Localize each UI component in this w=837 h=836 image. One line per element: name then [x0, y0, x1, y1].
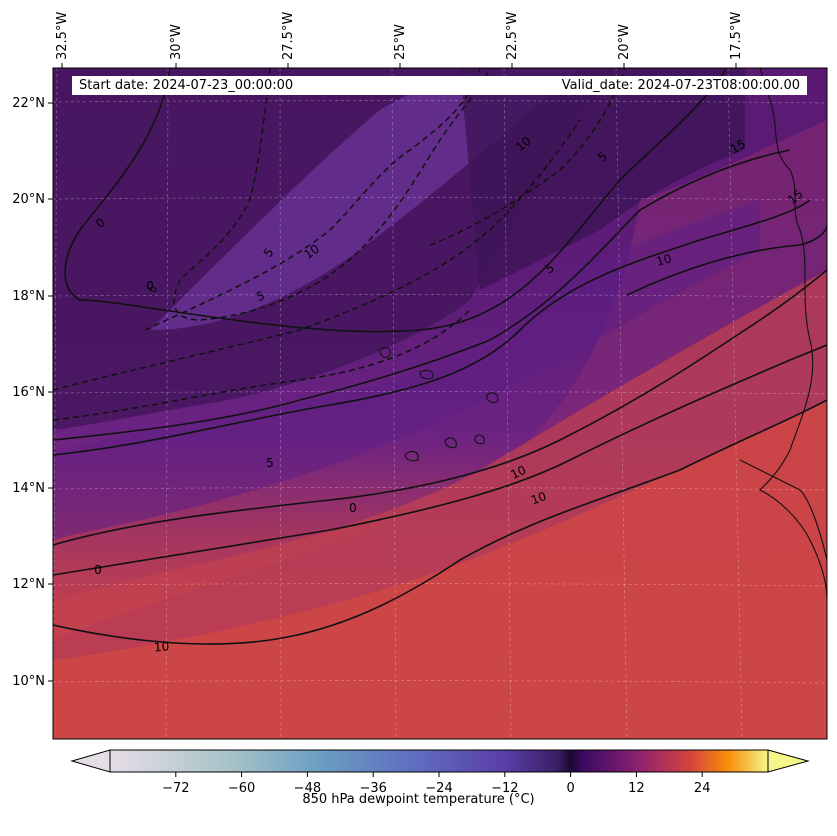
lat-tick-label: 18°N [12, 289, 45, 304]
colorbar-tick-label: 0 [566, 781, 574, 796]
lon-tick-label: 27.5°W [281, 12, 296, 60]
colorbar: −72 −60 −48 −36 −24 −12 0 12 24 [70, 749, 810, 796]
contour-label: 0 [94, 563, 102, 577]
lon-tick-label: 22.5°W [505, 12, 520, 60]
valid-date: Valid_date: 2024-07-23T08:00:00.00 [561, 78, 800, 93]
contours-solid [53, 68, 827, 645]
colorbar-tick-label: −60 [228, 781, 255, 796]
colorbar-tick-label: −36 [359, 781, 386, 796]
map-frame [52, 67, 828, 740]
colorbar-ticks: −72 −60 −48 −36 −24 −12 0 12 24 [162, 772, 710, 796]
lon-tick-label: 30°W [169, 24, 184, 60]
graticule [53, 68, 827, 739]
colorbar-extend-left [70, 749, 111, 773]
lat-tick-label: 14°N [12, 481, 45, 496]
contour-label: 5 [266, 456, 274, 470]
lat-tick-label: 20°N [12, 192, 45, 207]
colorbar-tick-label: −12 [491, 781, 518, 796]
contour-label: 0 [349, 501, 357, 515]
colorbar-tick-label: −24 [425, 781, 452, 796]
contour-label: 10 [655, 251, 673, 268]
contour-label: 15 [728, 137, 748, 157]
colorbar-extend-right [767, 749, 810, 773]
contour-label: 10 [508, 463, 528, 482]
contour-label: 5 [255, 288, 267, 304]
contour-label: 0 [146, 279, 154, 293]
contour-label: 10 [153, 639, 169, 654]
latitude-ticks: 22°N 20°N 18°N 16°N 14°N 12°N 10°N [12, 96, 53, 689]
colorbar-tick-label: 24 [694, 781, 711, 796]
lat-tick-label: 22°N [12, 96, 45, 111]
longitude-ticks: 32.5°W 30°W 27.5°W 25°W 22.5°W 20°W 17.5°W [55, 12, 744, 68]
colorbar-tick-label: 12 [628, 781, 645, 796]
lat-tick-label: 12°N [12, 577, 45, 592]
lon-tick-label: 20°W [617, 24, 632, 60]
map-area [53, 68, 827, 739]
colorbar-tick-label: −72 [162, 781, 189, 796]
lat-tick-label: 10°N [12, 674, 45, 689]
header-bar: Start date: 2024-07-23_00:00:00 Valid_da… [72, 76, 807, 95]
coastline [149, 68, 827, 601]
contours-dashed [53, 68, 626, 421]
colorbar-gradient [109, 749, 769, 773]
colorbar-label: 850 hPa dewpoint temperature (°C) [302, 792, 535, 807]
lat-tick-label: 16°N [12, 385, 45, 400]
contour-label: 10 [529, 489, 548, 507]
lon-tick-label: 17.5°W [729, 12, 744, 60]
lon-tick-label: 32.5°W [55, 12, 70, 60]
start-date: Start date: 2024-07-23_00:00:00 [79, 78, 294, 93]
lon-tick-label: 25°W [393, 24, 408, 60]
colorbar-tick-label: −48 [294, 781, 321, 796]
